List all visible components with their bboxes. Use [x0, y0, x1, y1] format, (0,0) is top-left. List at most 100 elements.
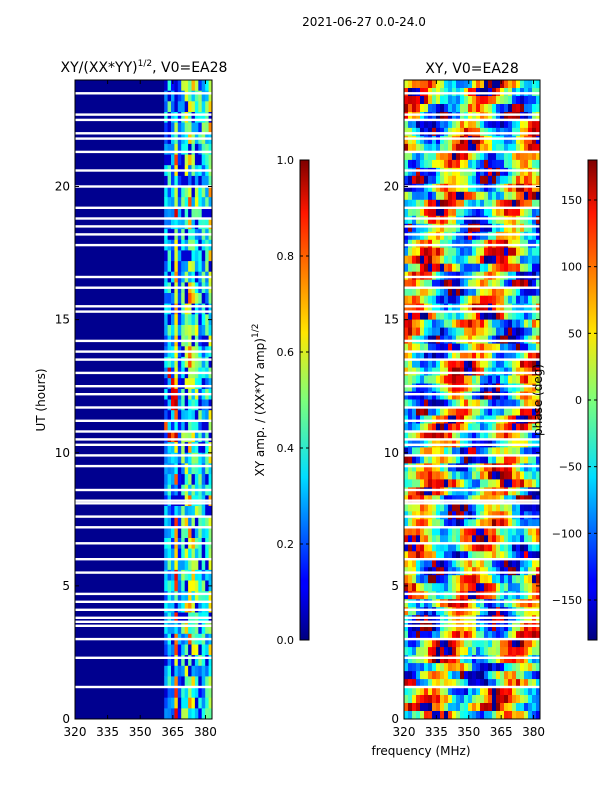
phase-heatmap-cell	[536, 311, 541, 320]
phase-heatmap-cell	[516, 479, 521, 488]
amplitude-heatmap-cell	[167, 250, 172, 262]
phase-heatmap-cell	[460, 423, 465, 432]
phase-heatmap-cell	[448, 231, 453, 241]
phase-heatmap-cell	[416, 679, 421, 688]
phase-heatmap-cell	[464, 695, 469, 704]
phase-heatmap-cell	[488, 399, 493, 408]
phase-heatmap-cell	[432, 207, 437, 217]
phase-heatmap-cell	[480, 279, 485, 289]
phase-heatmap-cell	[492, 479, 497, 488]
phase-heatmap-cell	[464, 599, 469, 608]
phase-heatmap-cell	[504, 647, 509, 656]
phase-heatmap-cell	[484, 503, 489, 512]
phase-heatmap-cell	[524, 423, 529, 432]
phase-heatmap-cell	[528, 439, 533, 448]
phase-heatmap-cell	[464, 383, 469, 392]
amplitude-heatmap-cell	[188, 601, 192, 613]
phase-heatmap-cell	[516, 671, 521, 680]
phase-heatmap-cell	[428, 687, 433, 696]
phase-heatmap-cell	[444, 487, 449, 496]
amplitude-colorbar-tick-label: 0.8	[277, 250, 295, 263]
phase-heatmap-cell	[536, 439, 541, 448]
amplitude-heatmap-cell	[184, 197, 189, 209]
phase-heatmap-cell	[448, 351, 453, 360]
phase-heatmap-cell	[516, 623, 521, 632]
phase-heatmap-cell	[500, 279, 505, 289]
amplitude-heatmap-cell	[188, 644, 192, 656]
phase-heatmap-cell	[440, 631, 445, 640]
phase-heatmap-cell	[428, 471, 433, 480]
phase-heatmap-cell	[512, 183, 517, 193]
phase-heatmap-cell	[484, 711, 489, 720]
phase-heatmap-cell	[448, 479, 453, 488]
flagged-gap-line	[75, 310, 212, 313]
phase-heatmap-cell	[412, 80, 417, 89]
amplitude-heatmap-cell	[164, 410, 168, 422]
phase-heatmap-cell	[456, 351, 461, 360]
phase-heatmap-cell	[464, 295, 469, 305]
amplitude-heatmap-cell	[188, 676, 192, 688]
phase-heatmap-cell	[524, 655, 529, 664]
amplitude-heatmap-cell	[201, 420, 206, 432]
amplitude-heatmap-cell	[167, 697, 172, 709]
phase-heatmap-cell	[416, 135, 421, 145]
phase-heatmap-cell	[500, 295, 505, 305]
phase-heatmap-cell	[488, 96, 493, 105]
phase-heatmap-cell	[496, 167, 501, 177]
phase-heatmap-cell	[528, 311, 533, 320]
flagged-gap-line	[404, 616, 540, 619]
phase-heatmap-cell	[512, 663, 517, 672]
phase-heatmap-cell	[460, 215, 465, 225]
amplitude-heatmap-cell	[191, 527, 196, 539]
phase-heatmap-cell	[492, 247, 497, 257]
amplitude-heatmap-cell	[171, 122, 175, 134]
phase-heatmap-cell	[532, 223, 537, 233]
phase-heatmap-cell	[444, 231, 449, 241]
phase-heatmap-cell	[476, 119, 481, 129]
phase-heatmap-cell	[452, 423, 457, 432]
phase-heatmap-cell	[512, 135, 517, 145]
phase-heatmap-cell	[456, 319, 461, 328]
phase-heatmap-cell	[508, 487, 513, 496]
phase-heatmap-cell	[456, 199, 461, 209]
amplitude-heatmap-cell	[201, 197, 206, 209]
phase-heatmap-cell	[508, 391, 513, 400]
phase-heatmap-cell	[444, 159, 449, 169]
phase-heatmap-cell	[532, 431, 537, 440]
amplitude-heatmap-cell	[174, 697, 179, 709]
phase-heatmap-cell	[408, 191, 413, 201]
phase-heatmap-cell	[448, 631, 453, 640]
phase-heatmap-cell	[532, 231, 537, 241]
phase-heatmap-cell	[452, 104, 457, 113]
phase-heatmap-cell	[500, 215, 505, 225]
phase-heatmap-cell	[516, 80, 521, 89]
phase-heatmap-cell	[416, 607, 421, 616]
amplitude-heatmap-cell	[171, 442, 175, 454]
phase-heatmap-cell	[440, 695, 445, 704]
phase-heatmap-cell	[464, 423, 469, 432]
phase-heatmap-cell	[416, 80, 421, 89]
amplitude-heatmap-cell	[184, 516, 189, 528]
phase-heatmap-cell	[472, 135, 477, 145]
phase-heatmap-cell	[488, 151, 493, 161]
phase-heatmap-cell	[500, 455, 505, 464]
phase-heatmap-cell	[488, 263, 493, 273]
phase-heatmap-cell	[432, 527, 437, 536]
phase-heatmap-cell	[448, 104, 453, 113]
amplitude-heatmap-cell	[174, 261, 179, 273]
amplitude-heatmap-cell	[198, 420, 203, 432]
phase-heatmap-cell	[452, 215, 457, 225]
phase-heatmap-cell	[448, 327, 453, 336]
phase-heatmap-cell	[404, 527, 409, 536]
amplitude-heatmap-cell	[171, 516, 175, 528]
amplitude-heatmap-cell	[188, 303, 192, 315]
phase-heatmap-cell	[464, 607, 469, 616]
phase-heatmap-cell	[420, 343, 425, 352]
amplitude-heatmap-cell	[198, 516, 203, 528]
phase-heatmap-cell	[448, 80, 453, 89]
phase-heatmap-cell	[420, 247, 425, 257]
phase-heatmap-cell	[532, 399, 537, 408]
phase-heatmap-cell	[452, 167, 457, 177]
phase-heatmap-cell	[512, 447, 517, 456]
amplitude-heatmap-cell	[171, 452, 175, 464]
